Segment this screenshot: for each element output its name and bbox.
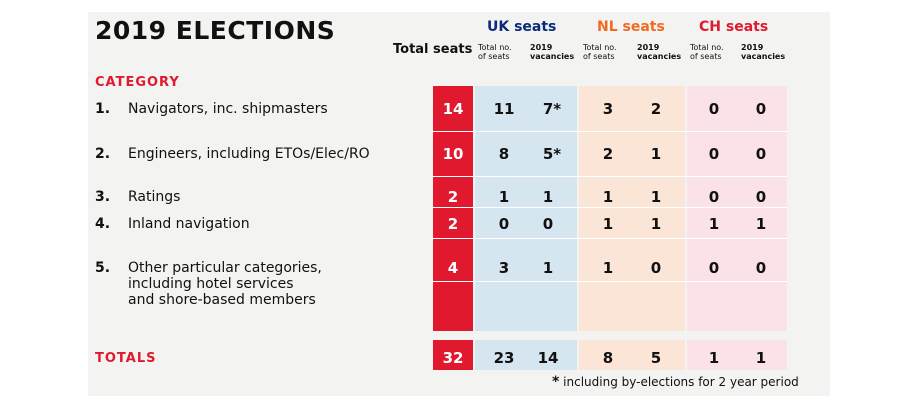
total-seats-cell: 2 <box>447 215 459 233</box>
totals-nl-fill <box>579 340 685 370</box>
nl-seats-header: NL seats <box>597 19 665 35</box>
total-seats-cell: 14 <box>442 100 464 118</box>
totals-uk-total: 23 <box>493 349 515 367</box>
table-title: 2019 ELECTIONS <box>95 16 336 45</box>
nl-total-cell: 1 <box>602 188 614 206</box>
totals-uk-fill <box>475 340 577 370</box>
ch-total-cell: 0 <box>708 188 720 206</box>
row-number: 4. <box>95 216 111 232</box>
ch-vacancies-subheader: 2019 vacancies <box>741 43 786 61</box>
ch-vacancies-cell: 0 <box>755 145 767 163</box>
uk-total-cell: 3 <box>498 259 510 277</box>
row-label: Inland navigation <box>128 216 250 232</box>
ch-total-cell: 0 <box>708 100 720 118</box>
uk-total-cell: 8 <box>498 145 510 163</box>
nl-vacancies-cell: 1 <box>650 188 662 206</box>
ch-vacancies-cell: 0 <box>755 259 767 277</box>
total-seats-cell: 2 <box>447 188 459 206</box>
totals-ch-vacancies: 1 <box>755 349 767 367</box>
row-number: 3. <box>95 189 111 205</box>
total-seats-cell: 4 <box>447 259 459 277</box>
ch-total-cell: 0 <box>708 145 720 163</box>
row-label: Ratings <box>128 189 181 205</box>
ch-total-subheader: Total no. of seats <box>690 43 724 61</box>
nl-vacancies-cell: 0 <box>650 259 662 277</box>
nl-total-cell: 1 <box>602 215 614 233</box>
nl-vacancies-subheader: 2019 vacancies <box>637 43 682 61</box>
row-label: Navigators, inc. shipmasters <box>128 101 328 117</box>
row-label: Other particular categories, including h… <box>128 260 322 308</box>
totals-nl-vacancies: 5 <box>650 349 662 367</box>
row-divider <box>433 281 787 282</box>
totals-total-seats: 32 <box>442 349 464 367</box>
uk-vacancies-cell: 1 <box>542 188 554 206</box>
category-header: CATEGORY <box>95 75 180 90</box>
row-number: 1. <box>95 101 111 117</box>
ch-vacancies-cell: 1 <box>755 215 767 233</box>
totals-label: TOTALS <box>95 351 157 366</box>
nl-total-cell: 1 <box>602 259 614 277</box>
ch-total-cell: 1 <box>708 215 720 233</box>
row-number: 2. <box>95 146 111 162</box>
nl-vacancies-cell: 1 <box>650 215 662 233</box>
ch-vacancies-cell: 0 <box>755 100 767 118</box>
totals-ch-total: 1 <box>708 349 720 367</box>
totals-uk-vacancies: 14 <box>537 349 559 367</box>
uk-total-cell: 11 <box>493 100 515 118</box>
ch-column-fill <box>687 86 787 331</box>
uk-vacancies-cell: 7* <box>542 100 562 118</box>
row-label: Engineers, including ETOs/Elec/RO <box>128 146 370 162</box>
nl-vacancies-cell: 1 <box>650 145 662 163</box>
totals-ch-fill <box>687 340 787 370</box>
nl-total-cell: 3 <box>602 100 614 118</box>
uk-seats-header: UK seats <box>487 19 557 35</box>
row-divider <box>433 176 787 177</box>
row-divider <box>433 131 787 132</box>
footnote-star: * <box>552 374 560 390</box>
totals-total-fill <box>433 340 473 370</box>
nl-total-cell: 2 <box>602 145 614 163</box>
ch-vacancies-cell: 0 <box>755 188 767 206</box>
footnote-text: including by-elections for 2 year period <box>563 375 799 389</box>
uk-vacancies-cell: 0 <box>542 215 554 233</box>
uk-vacancies-cell: 1 <box>542 259 554 277</box>
uk-total-subheader: Total no. of seats <box>478 43 512 61</box>
ch-total-cell: 0 <box>708 259 720 277</box>
uk-total-cell: 0 <box>498 215 510 233</box>
row-divider <box>433 207 787 208</box>
uk-column-fill <box>475 86 577 331</box>
uk-vacancies-cell: 5* <box>542 145 562 163</box>
ch-seats-header: CH seats <box>699 19 769 35</box>
row-divider <box>433 238 787 239</box>
totals-nl-total: 8 <box>602 349 614 367</box>
footnote: * including by-elections for 2 year peri… <box>552 374 799 390</box>
nl-column-fill <box>579 86 685 331</box>
row-number: 5. <box>95 260 111 276</box>
total-seats-header: Total seats <box>393 42 473 57</box>
total-column-fill <box>433 86 473 331</box>
nl-vacancies-cell: 2 <box>650 100 662 118</box>
total-seats-cell: 10 <box>442 145 464 163</box>
nl-total-subheader: Total no. of seats <box>583 43 617 61</box>
uk-total-cell: 1 <box>498 188 510 206</box>
uk-vacancies-subheader: 2019 vacancies <box>530 43 575 61</box>
